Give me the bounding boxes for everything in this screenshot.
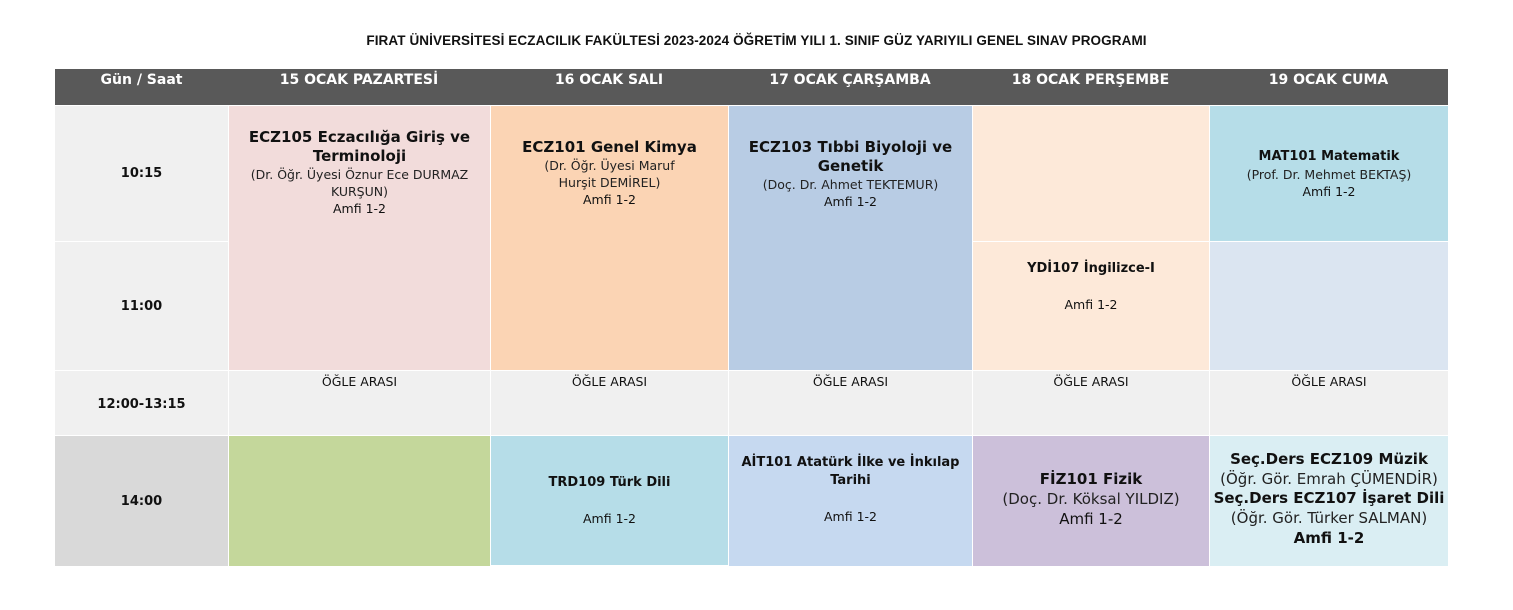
time-cell-1100: 11:00 xyxy=(55,242,228,371)
instructor-name: (Doç. Dr. Ahmet TEKTEMUR) xyxy=(762,177,939,192)
header-corner: Gün / Saat xyxy=(55,69,228,106)
instructor-name: (Doç. Dr. Köksal YILDIZ) xyxy=(1002,490,1180,508)
exam-place: Amfi 1-2 xyxy=(1059,510,1123,528)
lunch-break: ÖĞLE ARASI xyxy=(728,371,972,436)
exam-place: Amfi 1-2 xyxy=(824,509,877,524)
header-day-monday: 15 OCAK PAZARTESİ xyxy=(228,69,490,106)
exam-place: Amfi 1-2 xyxy=(824,194,877,209)
exam-cell-trd109: TRD109 Türk Dili Amfi 1-2 xyxy=(490,436,728,567)
lunch-break: ÖĞLE ARASI xyxy=(228,371,490,436)
header-day-tuesday: 16 OCAK SALI xyxy=(490,69,728,106)
exam-cell-mat101: MAT101 Matematik (Prof. Dr. Mehmet BEKTA… xyxy=(1209,106,1448,242)
exam-place: Amfi 1-2 xyxy=(1302,184,1356,199)
exam-cell-electives: Seç.Ders ECZ109 Müzik (Öğr. Gör. Emrah Ç… xyxy=(1209,436,1448,567)
instructor-name: (Öğr. Gör. Emrah ÇÜMENDİR) xyxy=(1220,470,1438,488)
exam-cell-ecz103: ECZ103 Tıbbi Biyoloji ve Genetik (Doç. D… xyxy=(728,106,972,371)
time-cell-1015: 10:15 xyxy=(55,106,228,242)
exam-schedule-table: Gün / Saat 15 OCAK PAZARTESİ 16 OCAK SAL… xyxy=(55,69,1448,567)
header-day-wednesday: 17 OCAK ÇARŞAMBA xyxy=(728,69,972,106)
instructor-name: (Öğr. Gör. Türker SALMAN) xyxy=(1230,509,1428,527)
exam-cell-ecz101: ECZ101 Genel Kimya (Dr. Öğr. Üyesi Maruf… xyxy=(490,106,728,371)
page-title: FIRAT ÜNİVERSİTESİ ECZACILIK FAKÜLTESİ 2… xyxy=(366,33,1147,48)
exam-cell-ait101: AİT101 Atatürk İlke ve İnkılap Tarihi Am… xyxy=(728,436,972,567)
exam-cell-ydi107: YDİ107 İngilizce-I Amfi 1-2 xyxy=(972,242,1209,371)
header-day-friday: 19 OCAK CUMA xyxy=(1209,69,1448,106)
lunch-break: ÖĞLE ARASI xyxy=(1209,371,1448,436)
time-cell-lunch: 12:00-13:15 xyxy=(55,371,228,436)
lunch-break: ÖĞLE ARASI xyxy=(972,371,1209,436)
course-name: Seç.Ders ECZ109 Müzik xyxy=(1230,450,1428,468)
exam-place: Amfi 1-2 xyxy=(1293,529,1365,547)
course-name: TRD109 Türk Dili xyxy=(548,475,671,490)
course-name: AİT101 Atatürk İlke ve İnkılap Tarihi xyxy=(741,455,960,488)
course-name: ECZ105 Eczacılığa Giriş ve Terminoloji xyxy=(248,128,471,165)
instructor-name: (Dr. Öğr. Üyesi Öznur Ece DURMAZ KURŞUN) xyxy=(250,167,469,199)
course-name: YDİ107 İngilizce-I xyxy=(1027,261,1155,276)
exam-place: Amfi 1-2 xyxy=(583,192,636,207)
exam-place: Amfi 1-2 xyxy=(1064,297,1118,312)
exam-cell-ecz105: ECZ105 Eczacılığa Giriş ve Terminoloji (… xyxy=(228,106,490,371)
empty-cell xyxy=(1209,242,1448,371)
instructor-name: (Prof. Dr. Mehmet BEKTAŞ) xyxy=(1246,167,1412,182)
course-name: MAT101 Matematik xyxy=(1258,149,1400,164)
course-name: ECZ103 Tıbbi Biyoloji ve Genetik xyxy=(748,138,953,175)
time-cell-1400: 14:00 xyxy=(55,436,228,567)
empty-cell xyxy=(972,106,1209,242)
exam-place: Amfi 1-2 xyxy=(583,511,636,526)
empty-cell xyxy=(228,436,490,567)
header-day-thursday: 18 OCAK PERŞEMBE xyxy=(972,69,1209,106)
exam-cell-fiz101: FİZ101 Fizik (Doç. Dr. Köksal YILDIZ) Am… xyxy=(972,436,1209,567)
lunch-break: ÖĞLE ARASI xyxy=(490,371,728,436)
course-name: ECZ101 Genel Kimya xyxy=(522,138,697,156)
exam-place: Amfi 1-2 xyxy=(333,201,386,216)
course-name: FİZ101 Fizik xyxy=(1039,470,1143,488)
instructor-name: (Dr. Öğr. Üyesi Maruf Hurşit DEMİREL) xyxy=(544,158,675,190)
course-name: Seç.Ders ECZ107 İşaret Dili xyxy=(1213,489,1445,507)
